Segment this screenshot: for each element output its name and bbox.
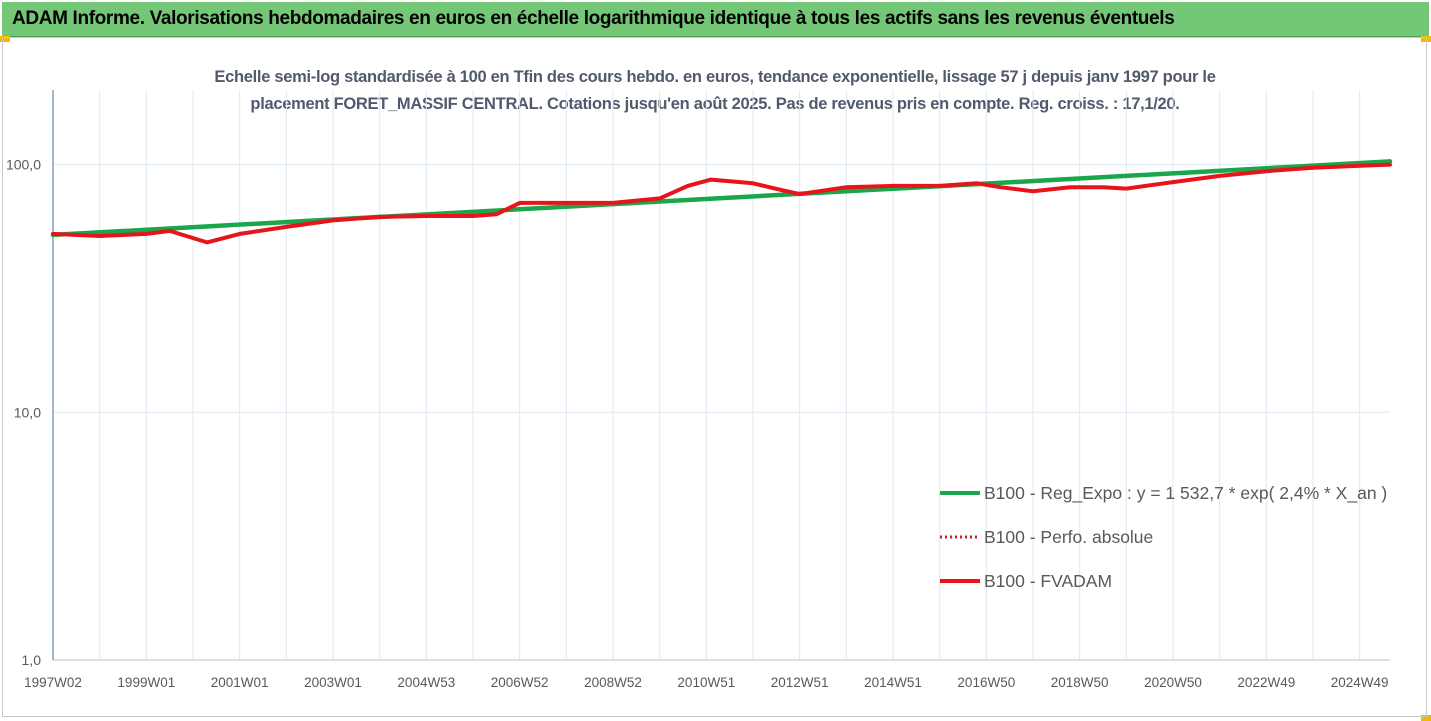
series bbox=[50, 159, 1393, 245]
x-tick-label: 2004W53 bbox=[397, 675, 455, 690]
legend-label-3: B100 - FVADAM bbox=[984, 571, 1112, 591]
series-line-3 bbox=[51, 162, 1392, 245]
x-tick-label: 2006W52 bbox=[491, 675, 549, 690]
legend-label-2: B100 - Perfo. absolue bbox=[984, 527, 1153, 547]
y-tick-label: 1,0 bbox=[22, 652, 42, 668]
legend: B100 - Reg_Expo : y = 1 532,7 * exp( 2,4… bbox=[940, 483, 1387, 591]
x-tick-label: 2008W52 bbox=[584, 675, 642, 690]
chart-title-line-1: Echelle semi-log standardisée à 100 en T… bbox=[214, 68, 1216, 86]
x-tick-label: 2001W01 bbox=[211, 675, 269, 690]
corner-accent-bottom-right bbox=[1421, 715, 1431, 721]
x-tick-label: 1999W01 bbox=[117, 675, 175, 690]
x-tick-label: 2010W51 bbox=[677, 675, 735, 690]
x-tick-label: 2024W49 bbox=[1331, 675, 1389, 690]
corner-accent-left bbox=[0, 36, 10, 42]
page-title: ADAM Informe. Valorisations hebdomadaire… bbox=[12, 8, 1175, 29]
x-tick-label: 2018W50 bbox=[1051, 675, 1109, 690]
grid bbox=[52, 90, 1390, 661]
x-tick-label: 2020W50 bbox=[1144, 675, 1202, 690]
y-tick-label: 10,0 bbox=[14, 404, 41, 420]
axes: 1,0 10,0 100,0 1997W02 1999W01 2001W01 2003W01… bbox=[6, 90, 1390, 690]
chart-title: Echelle semi-log standardisée à 100 en T… bbox=[90, 64, 1340, 118]
title-bar: ADAM Informe. Valorisations hebdomadaire… bbox=[2, 2, 1429, 37]
x-tick-label: 2003W01 bbox=[304, 675, 362, 690]
x-tick-label: 2014W51 bbox=[864, 675, 922, 690]
series-line-1 bbox=[50, 159, 1393, 238]
x-tick-label: 2022W49 bbox=[1237, 675, 1295, 690]
x-tick-label: 1997W02 bbox=[24, 675, 82, 690]
y-tick-label: 100,0 bbox=[6, 157, 41, 173]
chart-frame bbox=[2, 37, 1427, 717]
x-tick-label: 2016W50 bbox=[957, 675, 1015, 690]
legend-label-1: B100 - Reg_Expo : y = 1 532,7 * exp( 2,4… bbox=[984, 483, 1387, 504]
x-tick-label: 2012W51 bbox=[771, 675, 829, 690]
chart-title-line-2: placement FORET_MASSIF CENTRAL. Cotation… bbox=[250, 95, 1180, 113]
